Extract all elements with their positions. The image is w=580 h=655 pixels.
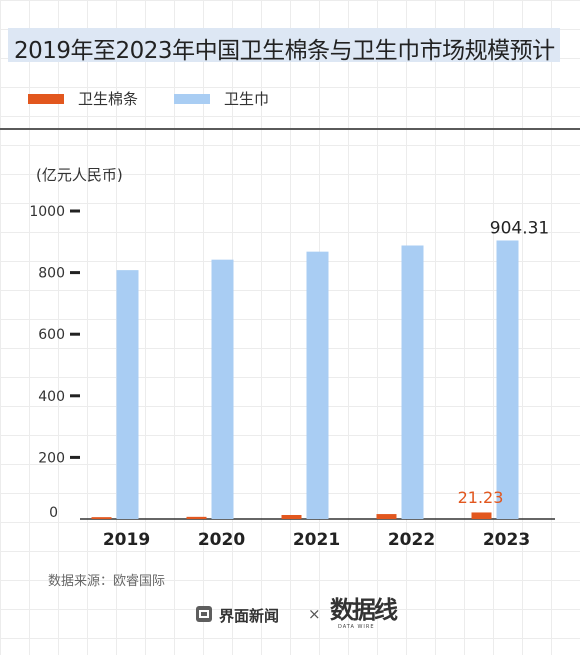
legend-label-tampon: 卫生棉条	[78, 90, 139, 108]
bar-pad-2022	[401, 245, 424, 519]
y-tick-label: 1000	[29, 204, 65, 220]
bar-tampon-2019	[91, 517, 112, 519]
x-tick-label: 2019	[103, 530, 150, 550]
legend-label-pad: 卫生巾	[224, 90, 270, 108]
y-tick-label: 0	[49, 505, 58, 521]
jiemian-logo-icon	[196, 606, 212, 622]
y-tick-label: 800	[38, 266, 65, 282]
bar-pad-2023	[496, 240, 519, 519]
title-band	[8, 28, 560, 62]
legend-swatch-pad	[174, 94, 210, 104]
data-label-tampon: 21.23	[458, 488, 504, 507]
bar-chart: 0 200 400 600 800 1000 2019 2020 2021 2022 2023 21.…	[29, 204, 555, 550]
x-tick-label: 2022	[388, 530, 435, 550]
brand-separator: ×	[308, 605, 321, 623]
y-tick-label: 200	[38, 450, 65, 466]
source-note: 数据来源：欧睿国际	[48, 574, 166, 589]
legend: 卫生棉条 卫生巾	[0, 86, 580, 110]
datawire-logo-subtitle: DATA WIRE	[338, 624, 375, 630]
bar-tampon-2020	[186, 516, 207, 519]
bar-tampon-2023	[471, 512, 492, 519]
y-axis-unit-label: (亿元人民币)	[36, 166, 123, 184]
legend-swatch-tampon	[28, 94, 64, 104]
top-divider	[0, 128, 580, 130]
data-label-pad: 904.31	[490, 218, 549, 238]
y-tick-label: 600	[38, 327, 65, 343]
bar-pad-2020	[211, 259, 234, 519]
x-tick-label: 2021	[293, 530, 340, 550]
bar-tampon-2021	[281, 514, 302, 519]
y-tick-label: 400	[38, 389, 65, 405]
bar-pad-2019	[116, 270, 139, 519]
x-tick-label: 2023	[483, 530, 530, 550]
bar-pad-2021	[306, 251, 329, 519]
datawire-logo: 数据线	[330, 595, 398, 624]
x-tick-label: 2020	[198, 530, 245, 550]
brand-name: 界面新闻	[219, 607, 280, 625]
bar-tampon-2022	[376, 514, 397, 519]
chart-title: 2019年至2023年中国卫生棉条与卫生巾市场规模预计	[14, 38, 555, 64]
